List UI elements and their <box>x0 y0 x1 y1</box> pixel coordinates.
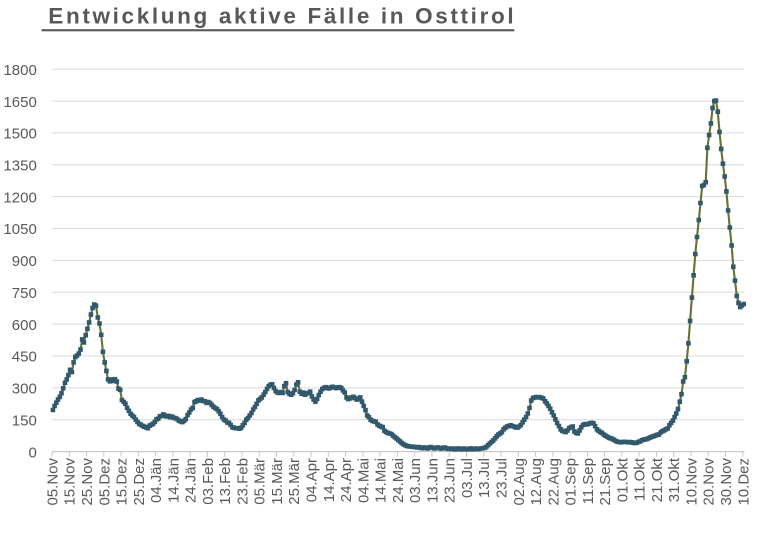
svg-text:14.Mai: 14.Mai <box>373 458 390 503</box>
svg-text:1350: 1350 <box>3 158 36 175</box>
svg-text:600: 600 <box>12 317 37 334</box>
svg-text:21.Sep: 21.Sep <box>597 458 614 506</box>
svg-text:23.Jul: 23.Jul <box>494 458 511 498</box>
svg-text:04.Apr: 04.Apr <box>304 458 321 502</box>
svg-text:13.Jun: 13.Jun <box>424 458 441 503</box>
svg-text:24.Jän: 24.Jän <box>183 458 200 503</box>
svg-text:05.Mär: 05.Mär <box>252 458 269 505</box>
svg-text:14.Apr: 14.Apr <box>321 458 338 502</box>
svg-text:11.Okt: 11.Okt <box>632 457 649 501</box>
svg-text:20.Nov: 20.Nov <box>701 458 718 506</box>
svg-text:1500: 1500 <box>3 126 36 143</box>
svg-text:0: 0 <box>28 444 36 461</box>
svg-text:450: 450 <box>12 349 37 366</box>
svg-text:01.Sep: 01.Sep <box>563 458 580 506</box>
svg-text:02.Aug: 02.Aug <box>511 458 528 506</box>
svg-text:25.Nov: 25.Nov <box>79 458 96 506</box>
svg-text:23.Jun: 23.Jun <box>442 458 459 503</box>
svg-text:05.Nov: 05.Nov <box>45 458 62 506</box>
svg-text:30.Nov: 30.Nov <box>718 458 735 506</box>
svg-text:25.Mär: 25.Mär <box>286 458 303 505</box>
svg-text:750: 750 <box>12 285 37 302</box>
svg-text:300: 300 <box>12 381 37 398</box>
svg-text:03.Feb: 03.Feb <box>200 458 217 505</box>
svg-text:03.Jun: 03.Jun <box>407 458 424 503</box>
svg-text:1050: 1050 <box>3 221 36 238</box>
svg-text:22.Aug: 22.Aug <box>545 458 562 506</box>
svg-text:23.Feb: 23.Feb <box>234 458 251 505</box>
svg-text:1650: 1650 <box>3 94 36 111</box>
svg-text:15.Nov: 15.Nov <box>62 458 79 506</box>
svg-text:15.Mär: 15.Mär <box>269 458 286 505</box>
svg-text:21.Okt: 21.Okt <box>649 457 666 502</box>
svg-text:31.Okt: 31.Okt <box>666 457 683 502</box>
svg-text:Entwicklung aktive Fälle in Os: Entwicklung aktive Fälle in Osttirol <box>48 4 516 29</box>
svg-text:14.Jän: 14.Jän <box>165 458 182 503</box>
svg-text:24.Mai: 24.Mai <box>390 458 407 503</box>
svg-text:24.Apr: 24.Apr <box>338 458 355 502</box>
svg-text:03.Jul: 03.Jul <box>459 458 476 498</box>
svg-text:04.Jän: 04.Jän <box>148 458 165 503</box>
svg-text:01.Okt: 01.Okt <box>614 457 631 502</box>
svg-text:12.Aug: 12.Aug <box>528 458 545 506</box>
svg-text:150: 150 <box>12 412 37 429</box>
svg-text:13.Feb: 13.Feb <box>217 458 234 505</box>
svg-text:25.Dez: 25.Dez <box>131 458 148 506</box>
svg-text:1200: 1200 <box>3 189 36 206</box>
svg-text:10.Dez: 10.Dez <box>735 458 752 506</box>
svg-text:15.Dez: 15.Dez <box>114 458 131 506</box>
svg-text:13.Jul: 13.Jul <box>476 458 493 498</box>
svg-text:900: 900 <box>12 253 37 270</box>
svg-text:1800: 1800 <box>3 62 36 79</box>
svg-text:05.Dez: 05.Dez <box>96 458 113 506</box>
svg-text:10.Nov: 10.Nov <box>684 458 701 506</box>
svg-text:11.Sep: 11.Sep <box>580 458 597 504</box>
svg-text:04.Mai: 04.Mai <box>355 458 372 503</box>
